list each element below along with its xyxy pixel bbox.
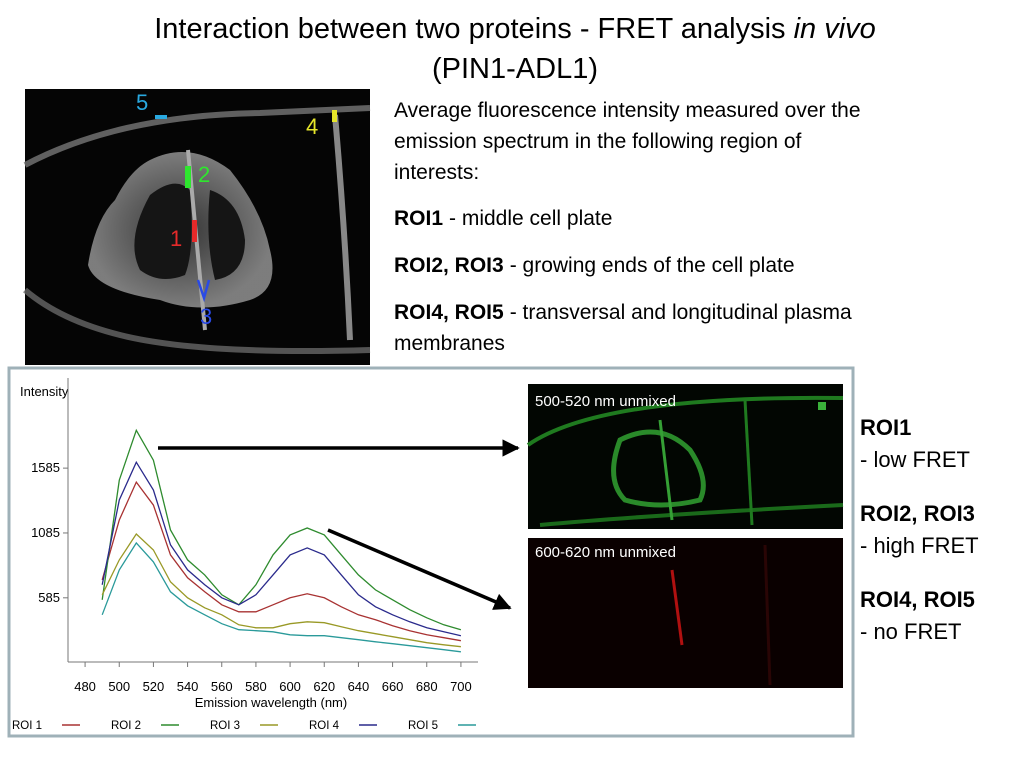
note-label: ROI2, ROI3 [860, 501, 975, 526]
y-tick-label: 1585 [31, 460, 60, 475]
x-tick-label: 540 [177, 679, 199, 694]
description-item: ROI1 - middle cell plate [394, 207, 612, 230]
item-text: membranes [394, 332, 505, 355]
title-italic: in vivo [794, 13, 876, 45]
series-line [101, 480, 462, 642]
item-label: ROI1 [394, 207, 443, 230]
title: Interaction between two proteins - FRET … [154, 13, 876, 45]
description-item: membranes [394, 332, 505, 355]
x-tick-label: 680 [416, 679, 438, 694]
x-tick-label: 560 [211, 679, 233, 694]
series-line [101, 541, 461, 653]
y-axis-label: Intensity [20, 384, 69, 399]
x-tick-label: 520 [143, 679, 165, 694]
roi-label: 5 [136, 90, 148, 115]
item-text: - transversal and longitudinal plasma [510, 301, 852, 324]
description-item: ROI4, ROI5 - transversal and longitudinal… [394, 301, 852, 324]
roi-label: 4 [306, 114, 318, 139]
subtitle: (PIN1-ADL1) [432, 53, 598, 85]
x-tick-label: 640 [348, 679, 370, 694]
legend-label: ROI 1 [12, 720, 42, 732]
note-label: ROI1 [860, 415, 911, 440]
series-line [101, 532, 461, 648]
x-tick-label: 580 [245, 679, 267, 694]
x-tick-label: 620 [313, 679, 335, 694]
note-text: - low FRET [860, 447, 970, 472]
description-item: ROI2, ROI3 - growing ends of the cell pla… [394, 254, 795, 277]
title-main: Interaction between two proteins - FRET … [154, 13, 785, 45]
item-label: ROI2, ROI3 [394, 254, 504, 277]
item-text: - middle cell plate [449, 207, 612, 230]
legend-label: ROI 4 [309, 720, 340, 732]
panel-label: 600-620 nm unmixed [535, 544, 676, 561]
x-axis-label: Emission wavelength (nm) [195, 695, 347, 710]
note-label: ROI4, ROI5 [860, 587, 975, 612]
chart: Intensity Emission wavelength (nm) 585 1085… [12, 378, 478, 732]
note-text: - no FRET [860, 619, 961, 644]
microscopy-image [23, 89, 371, 365]
x-tick-label: 700 [450, 679, 472, 694]
item-label: ROI4, ROI5 [394, 301, 504, 324]
x-tick-label: 600 [279, 679, 301, 694]
legend-label: ROI 2 [111, 720, 141, 732]
panel-green [526, 384, 844, 529]
arrow [327, 528, 512, 610]
y-tick-label: 1085 [31, 525, 60, 540]
notes: ROI1 - low FRET ROI2, ROI3 - high FRET ROI4,… [860, 415, 979, 644]
item-text: - growing ends of the cell plate [510, 254, 795, 277]
description: Average fluorescence intensity measured … [394, 99, 861, 355]
description-line: Average fluorescence intensity measured … [394, 99, 861, 122]
roi-label: 3 [200, 304, 212, 329]
x-tick-label: 480 [74, 679, 96, 694]
series-line [101, 428, 462, 631]
legend-label: ROI 5 [408, 720, 438, 732]
y-tick-label: 585 [38, 590, 60, 605]
panel-label: 500-520 nm unmixed [535, 393, 676, 410]
description-line: emission spectrum in the following regio… [394, 130, 802, 153]
series-line [101, 460, 462, 637]
note-text: - high FRET [860, 533, 979, 558]
x-tick-label: 500 [108, 679, 130, 694]
roi-label: 2 [198, 162, 210, 187]
panel-red [528, 538, 843, 688]
legend-label: ROI 3 [210, 720, 240, 732]
description-line: interests: [394, 161, 479, 184]
x-tick-label: 660 [382, 679, 404, 694]
roi-label: 1 [170, 226, 182, 251]
